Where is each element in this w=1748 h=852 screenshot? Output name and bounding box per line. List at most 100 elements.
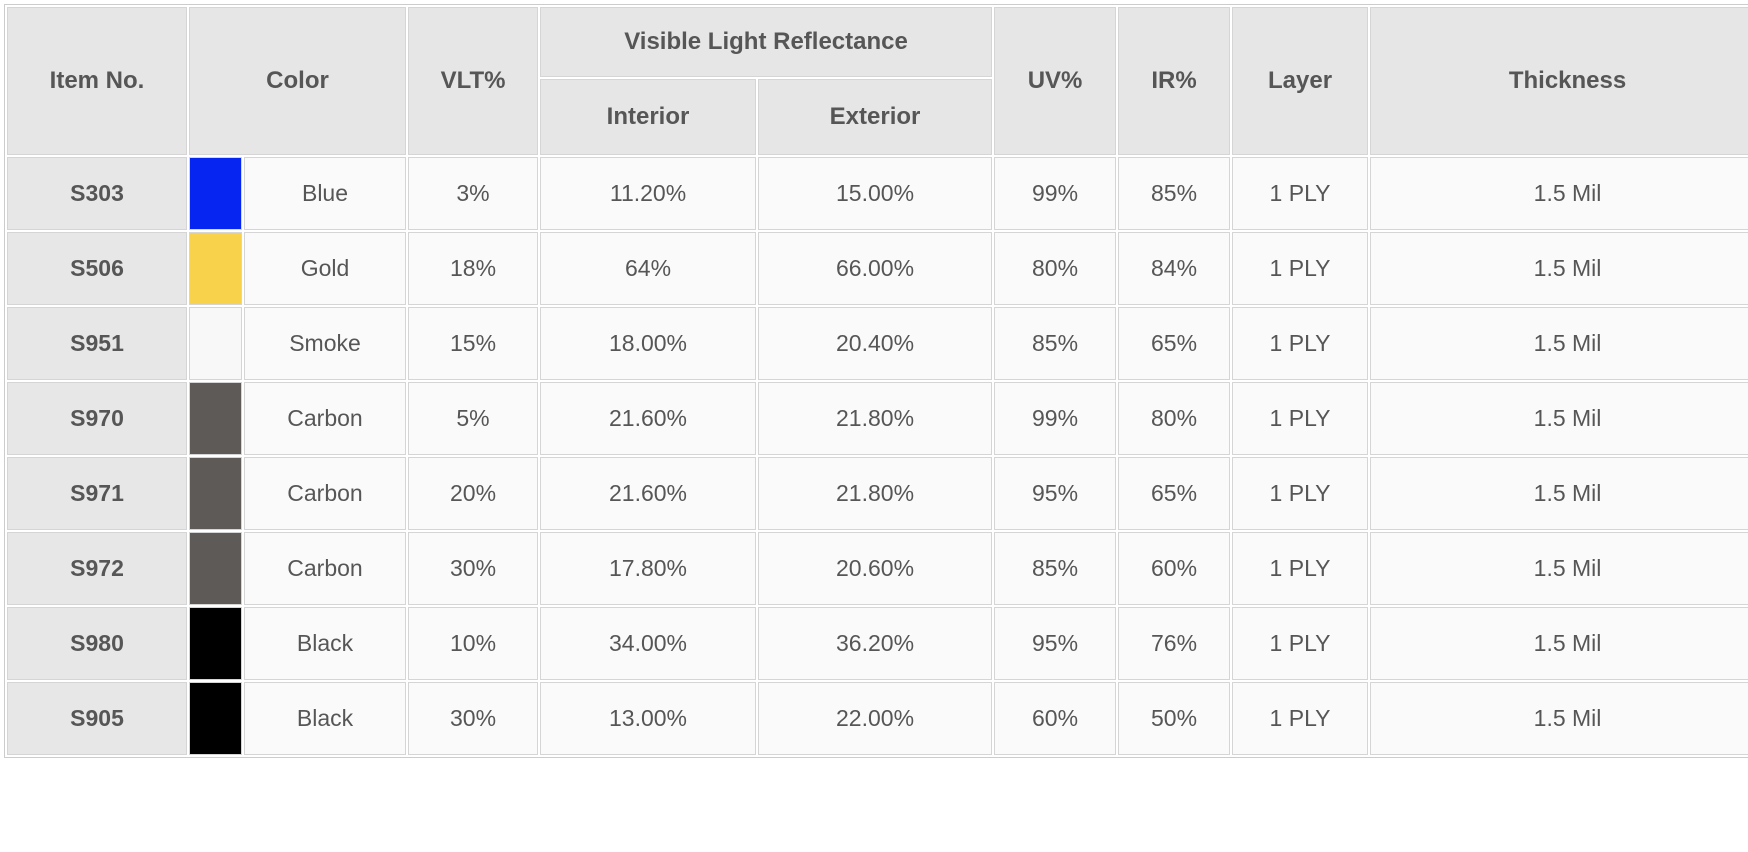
thickness-cell: 1.5 Mil (1370, 382, 1748, 455)
col-header-interior: Interior (540, 79, 757, 155)
vlr-exterior-cell: 15.00% (758, 157, 993, 230)
vlr-exterior-cell: 21.80% (758, 382, 993, 455)
ir-cell: 84% (1118, 232, 1231, 305)
thickness-cell: 1.5 Mil (1370, 532, 1748, 605)
color-swatch (189, 532, 242, 605)
vlr-interior-cell: 18.00% (540, 307, 757, 380)
color-swatch (189, 157, 242, 230)
table-row: S905 Black 30% 13.00% 22.00% 60% 50% 1 P… (7, 682, 1748, 755)
layer-cell: 1 PLY (1232, 532, 1369, 605)
uv-cell: 85% (994, 307, 1117, 380)
col-header-color: Color (189, 7, 407, 155)
uv-cell: 85% (994, 532, 1117, 605)
table-row: S970 Carbon 5% 21.60% 21.80% 99% 80% 1 P… (7, 382, 1748, 455)
thickness-cell: 1.5 Mil (1370, 307, 1748, 380)
vlr-interior-cell: 21.60% (540, 382, 757, 455)
vlt-cell: 18% (408, 232, 539, 305)
color-name-cell: Black (244, 682, 407, 755)
uv-cell: 99% (994, 382, 1117, 455)
item-no-cell: S972 (7, 532, 187, 605)
ir-cell: 50% (1118, 682, 1231, 755)
vlr-interior-cell: 17.80% (540, 532, 757, 605)
thickness-cell: 1.5 Mil (1370, 232, 1748, 305)
vlr-interior-cell: 64% (540, 232, 757, 305)
vlr-exterior-cell: 22.00% (758, 682, 993, 755)
col-header-layer: Layer (1232, 7, 1369, 155)
col-header-vlr-group: Visible Light Reflectance (540, 7, 993, 77)
vlt-cell: 3% (408, 157, 539, 230)
item-no-cell: S951 (7, 307, 187, 380)
color-name-cell: Black (244, 607, 407, 680)
vlr-interior-cell: 21.60% (540, 457, 757, 530)
vlt-cell: 15% (408, 307, 539, 380)
color-swatch (189, 232, 242, 305)
vlr-interior-cell: 34.00% (540, 607, 757, 680)
vlt-cell: 30% (408, 682, 539, 755)
vlr-exterior-cell: 66.00% (758, 232, 993, 305)
table-header: Item No. Color VLT% Visible Light Reflec… (7, 7, 1748, 155)
color-name-cell: Blue (244, 157, 407, 230)
col-header-vlt: VLT% (408, 7, 539, 155)
color-name-cell: Smoke (244, 307, 407, 380)
thickness-cell: 1.5 Mil (1370, 682, 1748, 755)
color-name-cell: Carbon (244, 457, 407, 530)
col-header-uv: UV% (994, 7, 1117, 155)
layer-cell: 1 PLY (1232, 457, 1369, 530)
layer-cell: 1 PLY (1232, 382, 1369, 455)
vlr-interior-cell: 13.00% (540, 682, 757, 755)
uv-cell: 60% (994, 682, 1117, 755)
item-no-cell: S506 (7, 232, 187, 305)
color-swatch (189, 307, 242, 380)
vlt-cell: 30% (408, 532, 539, 605)
item-no-cell: S905 (7, 682, 187, 755)
color-swatch (189, 382, 242, 455)
item-no-cell: S980 (7, 607, 187, 680)
table-row: S972 Carbon 30% 17.80% 20.60% 85% 60% 1 … (7, 532, 1748, 605)
color-swatch (189, 682, 242, 755)
col-header-item-no: Item No. (7, 7, 187, 155)
color-name-cell: Gold (244, 232, 407, 305)
thickness-cell: 1.5 Mil (1370, 157, 1748, 230)
table-body: S303 Blue 3% 11.20% 15.00% 99% 85% 1 PLY… (7, 157, 1748, 755)
uv-cell: 95% (994, 607, 1117, 680)
ir-cell: 85% (1118, 157, 1231, 230)
layer-cell: 1 PLY (1232, 232, 1369, 305)
thickness-cell: 1.5 Mil (1370, 457, 1748, 530)
uv-cell: 95% (994, 457, 1117, 530)
color-swatch (189, 457, 242, 530)
layer-cell: 1 PLY (1232, 607, 1369, 680)
uv-cell: 99% (994, 157, 1117, 230)
vlr-exterior-cell: 20.60% (758, 532, 993, 605)
ir-cell: 65% (1118, 457, 1231, 530)
tint-film-spec-table: Item No. Color VLT% Visible Light Reflec… (4, 4, 1748, 758)
item-no-cell: S971 (7, 457, 187, 530)
ir-cell: 65% (1118, 307, 1231, 380)
item-no-cell: S303 (7, 157, 187, 230)
vlr-exterior-cell: 20.40% (758, 307, 993, 380)
color-name-cell: Carbon (244, 532, 407, 605)
vlt-cell: 20% (408, 457, 539, 530)
color-swatch (189, 607, 242, 680)
table-row: S951 Smoke 15% 18.00% 20.40% 85% 65% 1 P… (7, 307, 1748, 380)
table-row: S971 Carbon 20% 21.60% 21.80% 95% 65% 1 … (7, 457, 1748, 530)
col-header-exterior: Exterior (758, 79, 993, 155)
table-row: S303 Blue 3% 11.20% 15.00% 99% 85% 1 PLY… (7, 157, 1748, 230)
uv-cell: 80% (994, 232, 1117, 305)
ir-cell: 80% (1118, 382, 1231, 455)
ir-cell: 60% (1118, 532, 1231, 605)
table-row: S980 Black 10% 34.00% 36.20% 95% 76% 1 P… (7, 607, 1748, 680)
item-no-cell: S970 (7, 382, 187, 455)
col-header-thickness: Thickness (1370, 7, 1748, 155)
layer-cell: 1 PLY (1232, 682, 1369, 755)
layer-cell: 1 PLY (1232, 307, 1369, 380)
vlt-cell: 5% (408, 382, 539, 455)
vlr-interior-cell: 11.20% (540, 157, 757, 230)
table-row: S506 Gold 18% 64% 66.00% 80% 84% 1 PLY 1… (7, 232, 1748, 305)
vlr-exterior-cell: 36.20% (758, 607, 993, 680)
thickness-cell: 1.5 Mil (1370, 607, 1748, 680)
col-header-ir: IR% (1118, 7, 1231, 155)
ir-cell: 76% (1118, 607, 1231, 680)
vlt-cell: 10% (408, 607, 539, 680)
layer-cell: 1 PLY (1232, 157, 1369, 230)
